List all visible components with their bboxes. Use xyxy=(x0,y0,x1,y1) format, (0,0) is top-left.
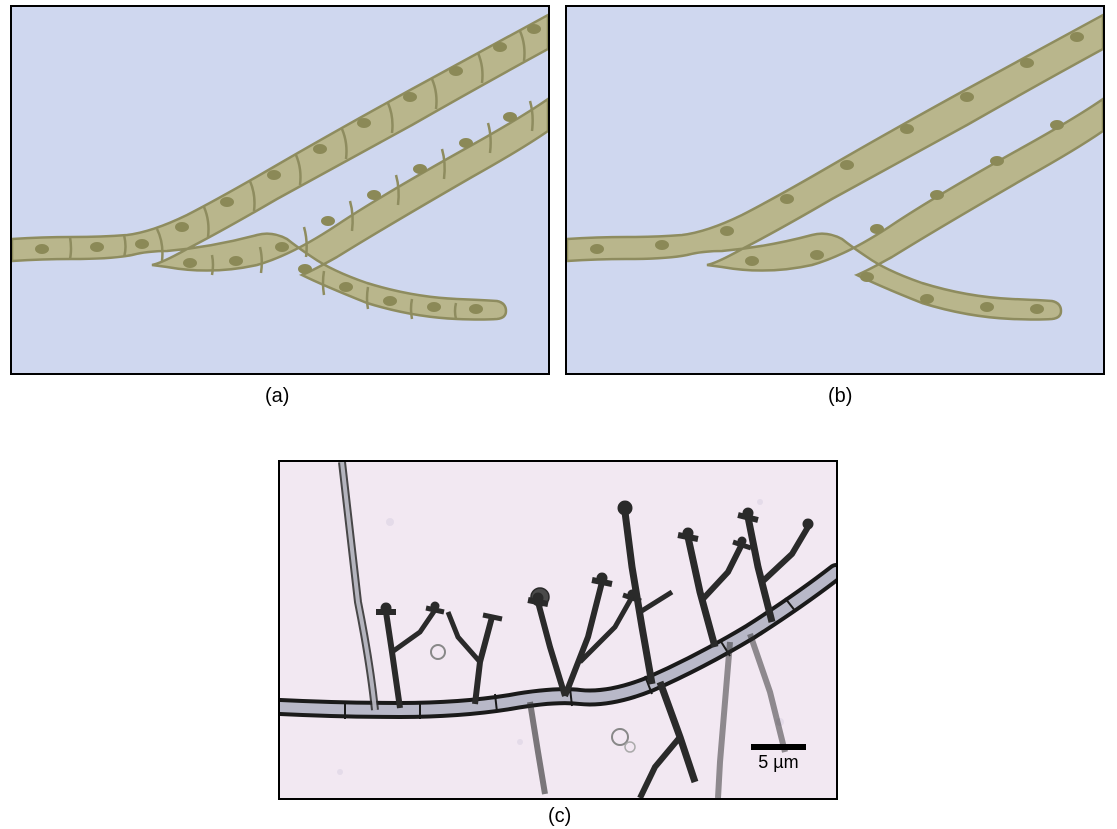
panel-c-micrograph: 5 µm xyxy=(278,460,838,800)
label-c: (c) xyxy=(548,805,571,828)
scale-bar-line xyxy=(751,744,806,750)
scale-bar: 5 µm xyxy=(751,744,806,773)
diagram-b-svg xyxy=(567,7,1103,373)
label-b: (b) xyxy=(828,385,852,408)
label-a: (a) xyxy=(265,385,289,408)
panel-a-septate-hyphae xyxy=(10,5,550,375)
panel-b-coenocytic-hyphae xyxy=(565,5,1105,375)
scale-bar-text: 5 µm xyxy=(758,752,798,773)
diagram-a-svg xyxy=(12,7,548,373)
